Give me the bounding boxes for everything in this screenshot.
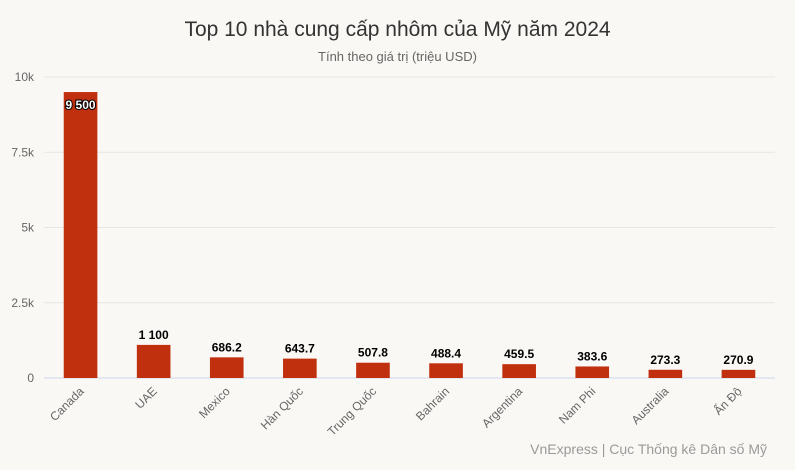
y-tick-label: 2.5k (11, 296, 35, 310)
x-tick-label: Bahrain (413, 384, 452, 423)
bar (63, 92, 98, 379)
chart-source: VnExpress | Cục Thống kê Dân số Mỹ (530, 441, 767, 457)
x-tick-label: Nam Phi (556, 384, 598, 426)
x-tick-label: Canada (47, 384, 87, 424)
data-label: 383.6 (577, 349, 607, 363)
data-label: 1 100 (139, 328, 169, 342)
bar (648, 369, 683, 378)
data-label: 643.7 (285, 342, 315, 356)
data-labels: 9 500 1 100 686.2 643.7 507.8 488.4 459.5 383.6… (65, 97, 754, 367)
x-tick-label: UAE (132, 384, 159, 411)
data-label: 686.2 (212, 340, 242, 354)
data-label: 9 500 (66, 98, 96, 112)
data-label: 270.9 (723, 353, 753, 367)
data-label: 273.3 (650, 353, 680, 367)
data-label: 488.4 (431, 346, 461, 360)
x-tick-label: Australia (629, 384, 672, 427)
x-tick-label: Argentina (479, 384, 525, 430)
y-tick-label: 10k (15, 70, 35, 84)
data-label: 459.5 (504, 347, 534, 361)
bar (209, 357, 244, 378)
chart-subtitle: Tính theo giá trị (triệu USD) (318, 49, 477, 64)
bar (429, 363, 463, 378)
x-tick-label: Hàn Quốc (258, 384, 306, 432)
bar (283, 358, 317, 378)
y-axis: 0 2.5k 5k 7.5k 10k (11, 70, 35, 385)
bar (575, 366, 610, 378)
x-tick-label: Trung Quốc (325, 384, 379, 438)
y-tick-label: 5k (21, 221, 35, 235)
data-label: 507.8 (358, 346, 388, 360)
x-tick-label: Ấn Độ (710, 383, 744, 417)
bar (356, 362, 390, 378)
chart-title: Top 10 nhà cung cấp nhôm của Mỹ năm 2024 (184, 18, 611, 41)
x-tick-label: Mexico (196, 384, 233, 421)
bar (721, 369, 756, 378)
y-tick-label: 0 (27, 371, 34, 385)
bar (136, 344, 171, 378)
bar (502, 364, 536, 378)
x-axis: Canada UAE Mexico Hàn Quốc Trung Quốc Bahrain… (47, 383, 745, 438)
bars (63, 92, 756, 379)
y-tick-label: 7.5k (11, 145, 35, 159)
